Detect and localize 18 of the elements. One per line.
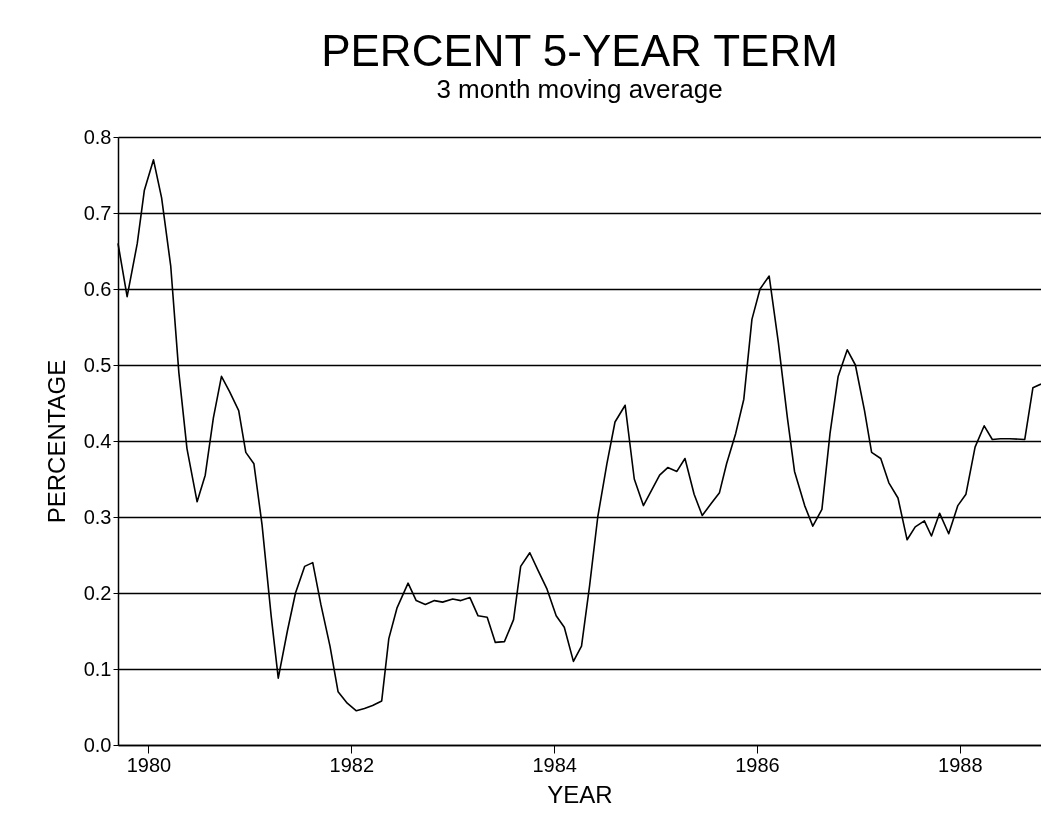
y-tick-label: 0.6 [83,277,112,300]
x-axis-title: YEAR [547,780,613,808]
x-tick-label: 1984 [532,753,577,776]
y-tick-label: 0.7 [83,201,112,224]
y-tick-label: 0.0 [83,733,112,756]
x-tick-label: 1980 [126,753,172,776]
y-tick-label: 0.4 [83,429,112,452]
chart-subtitle: 3 month moving average [436,74,723,104]
y-tick-label: 0.1 [83,657,112,680]
chart-title: PERCENT 5-YEAR TERM [321,26,838,75]
x-tick-label: 1986 [735,753,780,776]
y-axis-title: PERCENTAGE [42,359,70,524]
y-tick-label: 0.5 [83,353,112,376]
y-tick-label: 0.2 [83,581,112,604]
y-tick-label: 0.3 [83,505,112,528]
y-tick-label: 0.8 [83,125,112,148]
x-tick-label: 1982 [329,753,375,776]
x-tick-label: 1988 [938,753,983,776]
